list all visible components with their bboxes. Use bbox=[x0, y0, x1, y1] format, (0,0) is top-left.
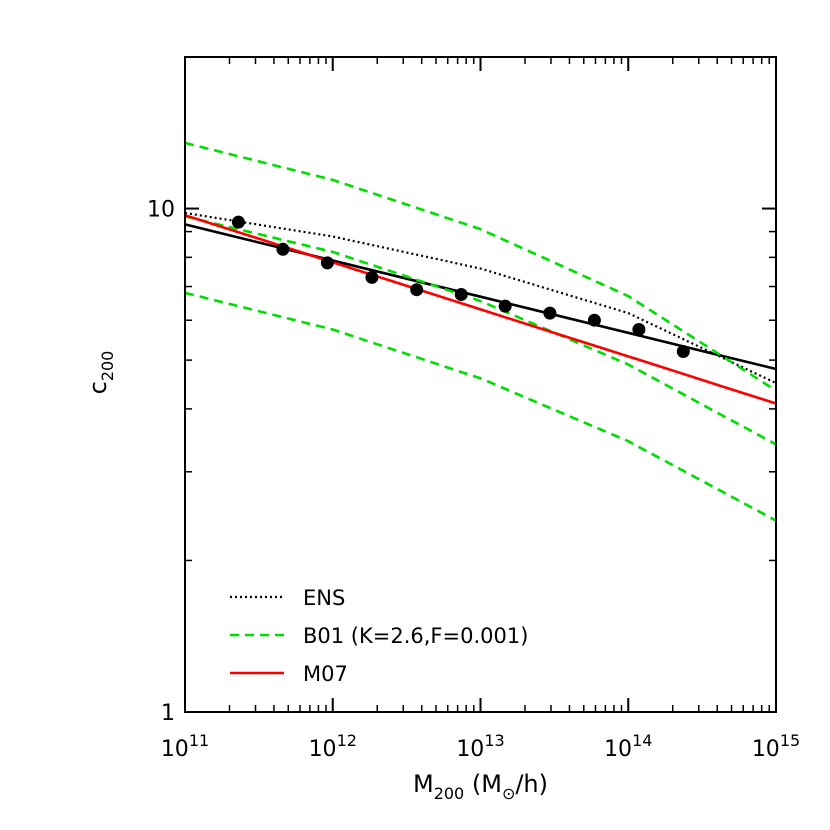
data-point bbox=[276, 242, 290, 256]
data-point bbox=[365, 270, 379, 284]
data-point bbox=[498, 299, 512, 313]
data-point bbox=[632, 323, 646, 336]
data-point bbox=[231, 215, 245, 229]
y-tick-label: 1 bbox=[161, 701, 175, 726]
y-axis-label: c200 bbox=[84, 351, 117, 395]
legend-label-3: M07 bbox=[303, 662, 348, 686]
data-point bbox=[410, 283, 424, 297]
data-point bbox=[543, 306, 557, 320]
x-tick-label: 1015 bbox=[752, 731, 800, 762]
y-tick-label: 10 bbox=[147, 198, 175, 223]
data-point bbox=[454, 288, 468, 301]
legend: ENS B01 (K=2.6,F=0.001) M07 bbox=[230, 586, 528, 686]
series-layer bbox=[184, 141, 777, 522]
series-line-b01-k-2-6-f-0-001-4 bbox=[184, 291, 777, 522]
plot-frame bbox=[184, 56, 777, 713]
series-line-ens-1 bbox=[184, 211, 777, 385]
series-line-b01-k-2-6-f-0-001-3 bbox=[184, 215, 777, 446]
series-line-b01-k-2-6-f-0-001-2 bbox=[184, 141, 777, 392]
legend-label-1: ENS bbox=[303, 586, 345, 610]
ticks-layer bbox=[184, 56, 777, 713]
data-point bbox=[676, 345, 690, 358]
legend-label-2: B01 (K=2.6,F=0.001) bbox=[303, 624, 528, 648]
x-tick-label: 1014 bbox=[604, 731, 652, 762]
data-point bbox=[320, 256, 334, 270]
x-tick-label: 1011 bbox=[161, 731, 209, 762]
series-line-m07-5 bbox=[184, 213, 777, 405]
x-tick-label: 1012 bbox=[309, 731, 357, 762]
x-tick-label: 1013 bbox=[456, 731, 504, 762]
x-axis-label: M200 (M⊙/h) bbox=[413, 770, 548, 803]
labels-layer: 1011 1012 1013 1014 1015 1 10 M200 (M⊙/h) c200 bbox=[84, 198, 800, 803]
data-point bbox=[587, 313, 601, 327]
